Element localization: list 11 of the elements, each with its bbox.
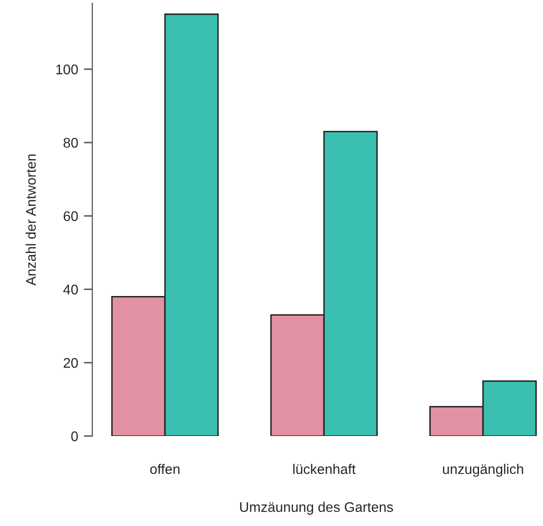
y-tick-label: 60 <box>64 211 78 222</box>
y-tick-label: 0 <box>71 431 78 442</box>
y-tick-label: 100 <box>56 64 78 74</box>
x-tick-label: offen <box>150 464 180 474</box>
y-tick-label: 80 <box>64 138 78 148</box>
y-tick-label: 40 <box>63 284 78 294</box>
x-tick-label: lückenhaft <box>293 464 356 474</box>
x-tick-label: unzugänglich <box>443 464 524 477</box>
y-tick-label: 20 <box>64 358 78 368</box>
y-axis-title: Anzahl der Antworten <box>26 154 36 286</box>
x-axis-title: Umzäunung des Gartens <box>240 502 394 515</box>
